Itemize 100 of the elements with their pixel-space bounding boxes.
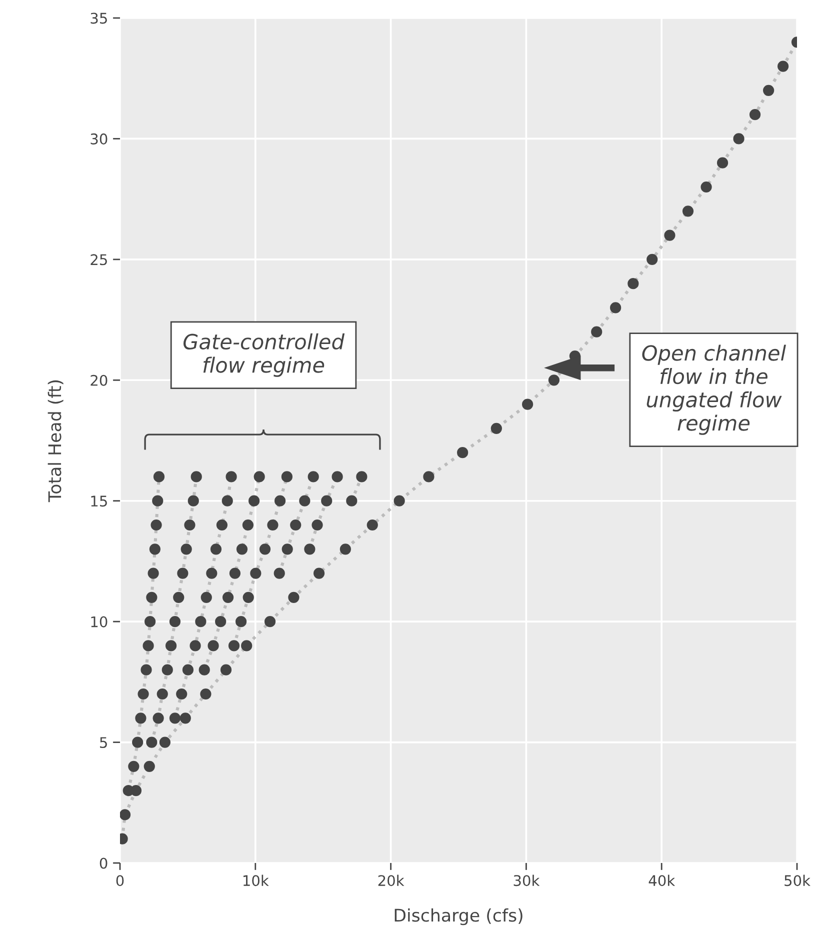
point — [267, 519, 278, 531]
point — [188, 495, 199, 506]
point — [628, 278, 639, 290]
point — [190, 471, 202, 482]
point — [146, 736, 158, 748]
point — [299, 495, 310, 506]
point — [236, 544, 248, 555]
point — [749, 109, 761, 120]
point — [144, 616, 156, 628]
point — [153, 471, 165, 482]
point — [288, 592, 300, 603]
point — [222, 495, 233, 506]
point — [182, 664, 194, 676]
point — [290, 519, 302, 531]
point — [228, 640, 240, 652]
point — [177, 568, 188, 579]
point — [226, 471, 237, 482]
point — [132, 736, 144, 748]
point — [282, 544, 293, 555]
point — [254, 471, 265, 482]
point — [206, 568, 218, 579]
x-tick-label: 40k — [648, 874, 676, 886]
point — [222, 592, 234, 603]
point — [610, 302, 622, 314]
point — [423, 471, 434, 482]
point — [242, 592, 254, 603]
x-tick-label: 30k — [514, 874, 540, 886]
point — [156, 688, 168, 700]
point — [264, 616, 276, 628]
point — [242, 519, 254, 531]
point — [198, 664, 210, 676]
point — [700, 181, 712, 193]
y-tick-label: 10 — [91, 616, 108, 628]
point — [716, 157, 728, 168]
point — [180, 712, 191, 724]
x-tick-label: 20k — [378, 874, 404, 886]
point — [215, 616, 226, 628]
point — [208, 640, 219, 652]
point — [150, 519, 162, 531]
point — [235, 616, 247, 628]
point — [312, 519, 323, 531]
point — [120, 809, 131, 820]
point — [148, 568, 159, 579]
point — [173, 592, 184, 603]
point — [778, 60, 789, 72]
y-tick-label: 5 — [100, 737, 107, 748]
point — [313, 568, 325, 579]
point — [190, 640, 201, 652]
point — [195, 616, 206, 628]
y-tick-label: 15 — [91, 496, 107, 507]
point — [220, 664, 232, 676]
point — [248, 495, 260, 506]
point — [366, 519, 378, 531]
point — [152, 495, 164, 506]
point — [229, 568, 241, 579]
point — [356, 471, 368, 482]
point — [340, 544, 351, 555]
y-tick-label: 0 — [100, 858, 108, 869]
point — [152, 712, 164, 724]
x-tick-label: 0 — [116, 875, 124, 886]
point — [733, 133, 744, 144]
point — [274, 568, 285, 579]
point — [135, 712, 146, 724]
point — [682, 206, 694, 217]
y-tick-label: 25 — [90, 254, 107, 266]
point — [180, 544, 192, 555]
point — [346, 495, 358, 506]
point — [308, 471, 319, 482]
point — [162, 664, 173, 676]
point — [138, 688, 149, 700]
point — [394, 495, 405, 506]
point — [210, 544, 222, 555]
point — [128, 760, 140, 772]
point — [144, 760, 155, 772]
point — [763, 84, 774, 96]
point — [250, 568, 262, 579]
point — [259, 544, 271, 555]
x-tick-label: 50k — [784, 874, 810, 886]
point — [522, 398, 534, 410]
y-axis-title: Total Head (ft) — [48, 380, 64, 502]
y-tick-label: 30 — [90, 133, 108, 144]
point — [169, 616, 181, 628]
point — [591, 326, 602, 338]
y-tick-label: 35 — [90, 12, 107, 24]
point — [200, 688, 212, 700]
point — [332, 471, 343, 482]
point — [165, 640, 177, 652]
point — [304, 544, 316, 555]
point — [216, 519, 228, 531]
point — [548, 374, 560, 386]
point — [200, 592, 212, 603]
point — [274, 495, 286, 506]
y-tick-label: 20 — [90, 374, 108, 386]
point — [142, 640, 154, 652]
point — [281, 471, 293, 482]
point — [184, 519, 196, 531]
annotation: Gate-controlled flow regime — [184, 333, 345, 377]
point — [457, 447, 468, 458]
point — [321, 495, 332, 506]
annotation: Open channel flow in the ungated flow regime — [642, 344, 786, 435]
